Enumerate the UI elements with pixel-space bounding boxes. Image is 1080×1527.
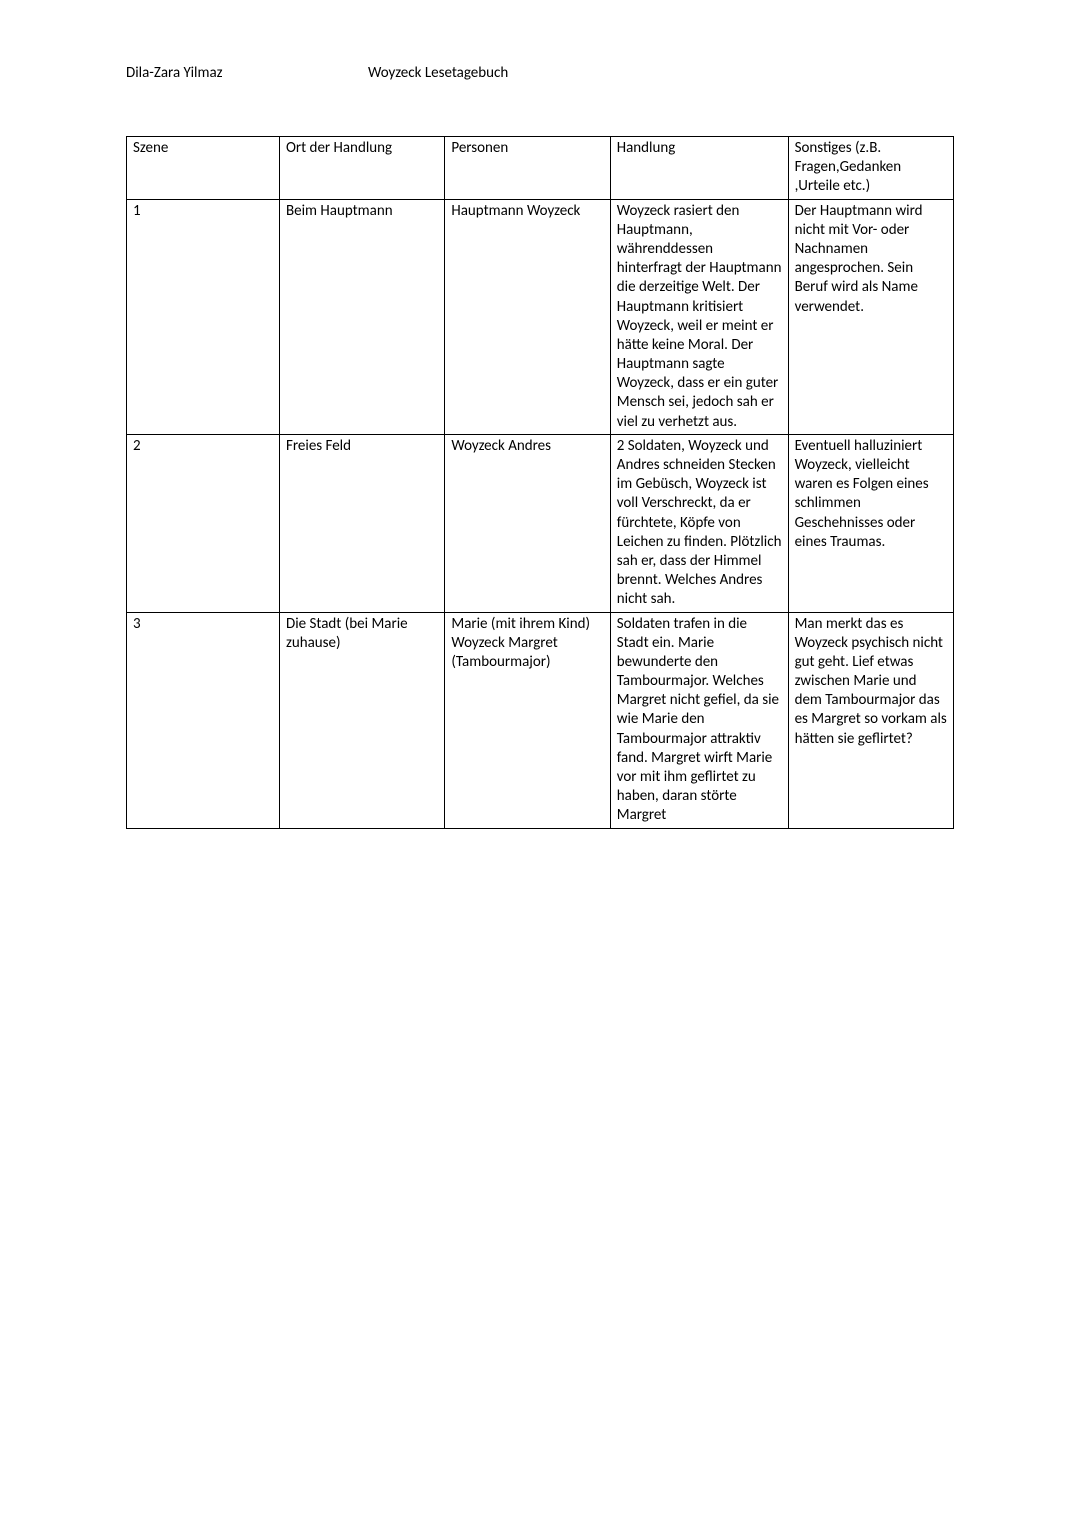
cell-szene: 1 [127, 199, 280, 434]
cell-personen: Marie (mit ihrem Kind) Woyzeck Margret (… [445, 612, 610, 828]
col-szene: Szene [127, 137, 280, 200]
col-sonstiges: Sonstiges (z.B. Fragen,Gedanken ,Urteile… [788, 137, 953, 200]
cell-szene: 2 [127, 434, 280, 612]
document-header: Dila-Zara Yilmaz Woyzeck Lesetagebuch [126, 64, 954, 82]
document-title: Woyzeck Lesetagebuch [368, 64, 954, 82]
col-personen: Personen [445, 137, 610, 200]
cell-handlung: Woyzeck rasiert den Hauptmann, währendde… [610, 199, 788, 434]
col-handlung: Handlung [610, 137, 788, 200]
col-ort: Ort der Handlung [279, 137, 444, 200]
cell-handlung: Soldaten trafen in die Stadt ein. Marie … [610, 612, 788, 828]
cell-personen: Hauptmann Woyzeck [445, 199, 610, 434]
cell-handlung: 2 Soldaten, Woyzeck und Andres schneiden… [610, 434, 788, 612]
table-row: 1 Beim Hauptmann Hauptmann Woyzeck Woyze… [127, 199, 954, 434]
cell-ort: Freies Feld [279, 434, 444, 612]
cell-ort: Die Stadt (bei Marie zuhause) [279, 612, 444, 828]
cell-ort: Beim Hauptmann [279, 199, 444, 434]
scene-table: Szene Ort der Handlung Personen Handlung… [126, 136, 954, 829]
table-row: 2 Freies Feld Woyzeck Andres 2 Soldaten,… [127, 434, 954, 612]
cell-szene: 3 [127, 612, 280, 828]
cell-personen: Woyzeck Andres [445, 434, 610, 612]
cell-sonstiges: Man merkt das es Woyzeck psychisch nicht… [788, 612, 953, 828]
author-name: Dila-Zara Yilmaz [126, 64, 368, 82]
table-header-row: Szene Ort der Handlung Personen Handlung… [127, 137, 954, 200]
cell-sonstiges: Der Hauptmann wird nicht mit Vor- oder N… [788, 199, 953, 434]
cell-sonstiges: Eventuell halluziniert Woyzeck, vielleic… [788, 434, 953, 612]
table-row: 3 Die Stadt (bei Marie zuhause) Marie (m… [127, 612, 954, 828]
